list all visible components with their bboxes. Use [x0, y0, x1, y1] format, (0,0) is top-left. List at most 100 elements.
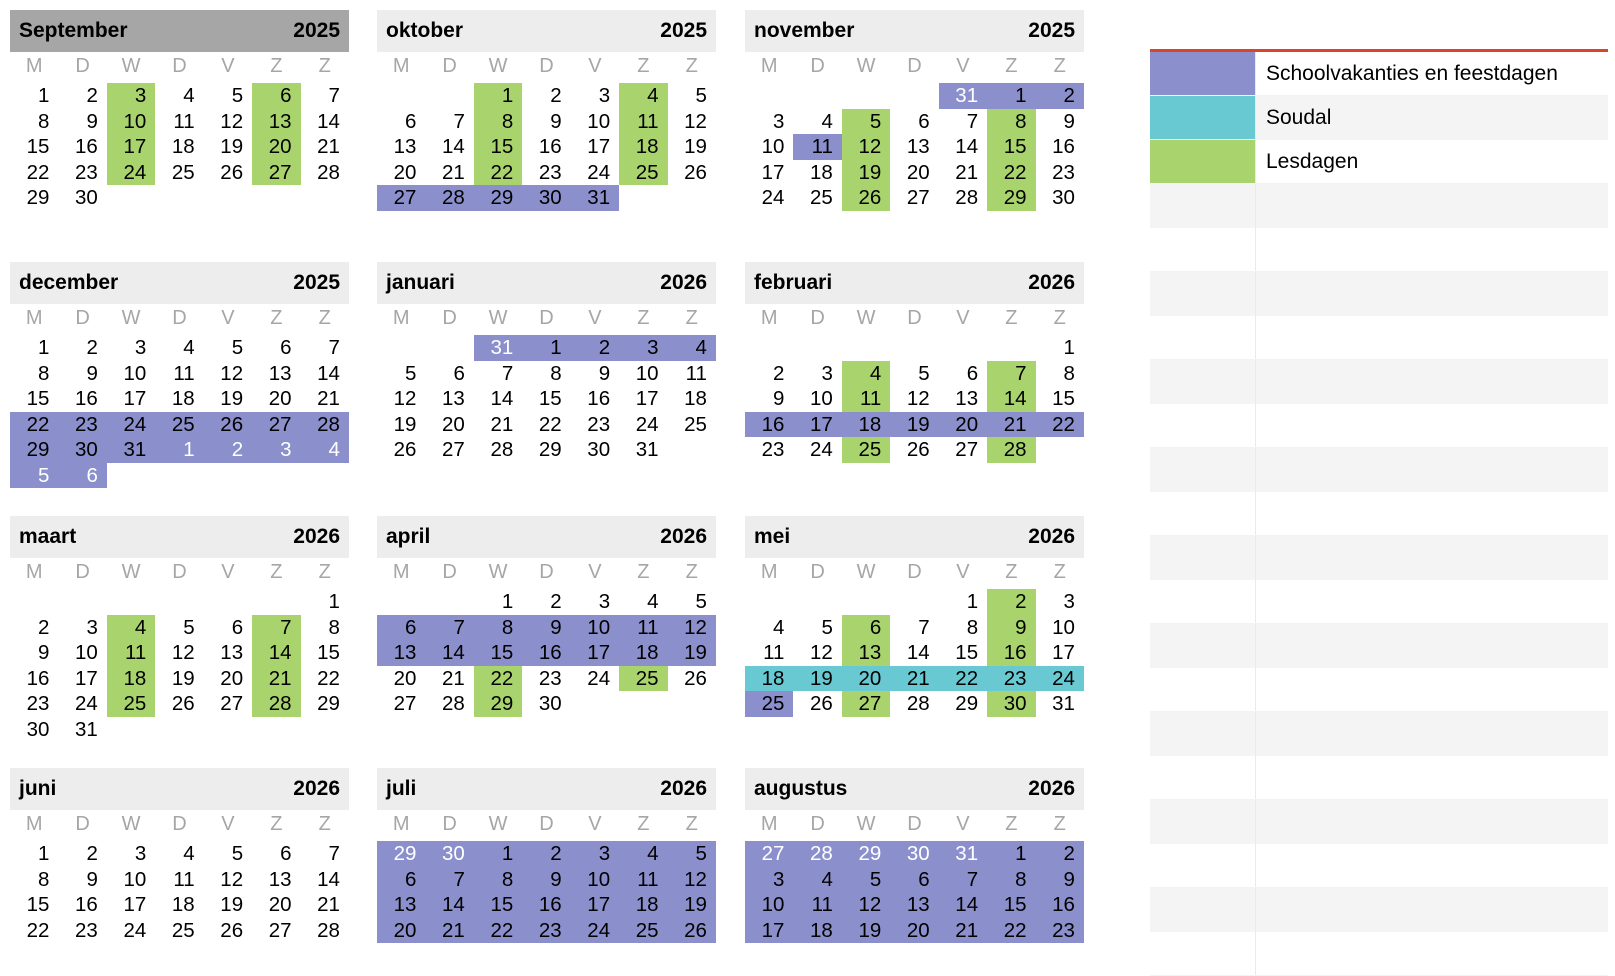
day-cell[interactable]: 19 [793, 665, 842, 691]
day-cell[interactable]: 3 [619, 335, 668, 361]
day-cell[interactable]: 16 [522, 640, 571, 666]
day-cell[interactable]: 7 [425, 866, 474, 892]
month-header[interactable]: mei 2026 [745, 516, 1084, 558]
day-cell[interactable]: 10 [745, 892, 794, 918]
day-cell[interactable]: 5 [695, 84, 707, 107]
day-cell[interactable]: 30 [538, 692, 562, 715]
month-februari[interactable]: februari 2026 M D W D V Z Z 1 2 3 4 5 6 7 8 9 10 11 12 13 14 15… [745, 262, 1084, 463]
day-cell[interactable]: 5 [841, 108, 891, 134]
day-cell[interactable]: 7 [938, 866, 988, 892]
day-cell[interactable]: 25 [619, 665, 668, 691]
month-header[interactable]: maart 2026 [10, 516, 349, 558]
day-cell[interactable]: 26 [684, 666, 707, 690]
day-cell[interactable]: 2 [570, 335, 620, 361]
day-cell[interactable]: 22 [317, 666, 340, 690]
day-cell[interactable]: 18 [684, 387, 707, 410]
day-cell[interactable]: 1 [966, 590, 979, 613]
day-cell[interactable]: 20 [906, 160, 930, 184]
day-cell[interactable]: 13 [220, 641, 244, 664]
day-cell[interactable]: 27 [252, 159, 301, 185]
day-cell[interactable]: 1 [155, 437, 204, 463]
day-cell[interactable]: 12 [667, 866, 716, 892]
day-cell[interactable]: 15 [26, 387, 50, 410]
day-cell[interactable]: 8 [38, 867, 50, 891]
day-cell[interactable]: 8 [38, 361, 50, 385]
day-cell[interactable]: 1 [987, 83, 1036, 109]
day-cell[interactable]: 5 [405, 361, 417, 385]
day-cell[interactable]: 2 [38, 615, 50, 639]
day-cell[interactable]: 21 [490, 412, 514, 436]
day-cell[interactable]: 18 [171, 387, 195, 410]
day-cell[interactable]: 30 [522, 185, 571, 211]
day-cell[interactable]: 24 [810, 438, 833, 461]
day-cell[interactable]: 18 [106, 665, 156, 691]
day-cell[interactable]: 23 [58, 411, 107, 437]
day-cell[interactable]: 7 [453, 109, 465, 133]
day-cell[interactable]: 29 [10, 437, 59, 463]
day-cell[interactable]: 19 [841, 159, 891, 185]
day-cell[interactable]: 20 [220, 666, 244, 690]
day-cell[interactable]: 15 [317, 641, 340, 664]
day-cell[interactable]: 24 [123, 918, 147, 942]
day-cell[interactable]: 5 [183, 615, 195, 639]
day-cell[interactable]: 6 [280, 842, 292, 865]
month-juli[interactable]: juli 2026 M D W D V Z Z 29 30 1 2 3 4 5 6 7 8 9 10 11 12 13 14 15… [377, 768, 716, 943]
day-cell[interactable]: 31 [75, 717, 98, 741]
day-cell[interactable]: 23 [522, 917, 571, 943]
day-cell[interactable]: 2 [86, 842, 98, 865]
day-cell[interactable]: 20 [268, 893, 292, 916]
day-cell[interactable]: 2 [1035, 83, 1084, 109]
day-cell[interactable]: 20 [841, 665, 891, 691]
day-cell[interactable]: 3 [821, 361, 833, 385]
day-cell[interactable]: 30 [890, 841, 939, 867]
day-cell[interactable]: 1 [501, 590, 514, 613]
day-cell[interactable]: 13 [841, 640, 891, 666]
day-cell[interactable]: 20 [393, 666, 417, 690]
day-cell[interactable]: 14 [987, 386, 1036, 412]
day-cell[interactable]: 1 [38, 84, 50, 107]
day-cell[interactable]: 24 [106, 159, 156, 185]
day-cell[interactable]: 2 [1035, 841, 1084, 867]
day-cell[interactable]: 17 [123, 387, 147, 410]
month-mei[interactable]: mei 2026 M D W D V Z Z 1 2 3 4 5 6 7 8 9 10 11 12 13 14 15 16 17 1… [745, 516, 1084, 717]
day-cell[interactable]: 6 [280, 336, 292, 359]
day-cell[interactable]: 5 [231, 84, 244, 107]
day-cell[interactable]: 2 [203, 437, 253, 463]
month-augustus[interactable]: augustus 2026 M D W D V Z Z 27 28 29 30 31 1 2 3 4 5 6 7 8 9 10… [745, 768, 1084, 943]
day-cell[interactable]: 26 [667, 917, 716, 943]
month-header[interactable]: oktober 2025 [377, 10, 716, 52]
day-cell[interactable]: 18 [841, 411, 891, 437]
day-cell[interactable]: 18 [171, 135, 195, 158]
day-cell[interactable]: 22 [473, 159, 523, 185]
day-cell[interactable]: 19 [667, 892, 716, 918]
day-cell[interactable]: 11 [619, 108, 668, 134]
day-cell[interactable]: 25 [841, 437, 891, 463]
month-april[interactable]: april 2026 M D W D V Z Z 1 2 3 4 5 6 7 8 9 10 11 12 13 14 15 16 1… [377, 516, 716, 717]
day-cell[interactable]: 12 [906, 387, 930, 410]
day-cell[interactable]: 21 [987, 411, 1036, 437]
day-cell[interactable]: 11 [793, 892, 842, 918]
day-cell[interactable]: 29 [473, 185, 523, 211]
day-cell[interactable]: 10 [570, 866, 620, 892]
day-cell[interactable]: 24 [761, 186, 785, 209]
day-cell[interactable]: 6 [252, 83, 301, 109]
day-cell[interactable]: 28 [300, 411, 349, 437]
month-header[interactable]: juni 2026 [10, 768, 349, 810]
day-cell[interactable]: 9 [1063, 109, 1075, 133]
day-cell[interactable]: 20 [252, 134, 301, 160]
day-cell[interactable]: 9 [550, 109, 562, 133]
day-cell[interactable]: 21 [955, 160, 979, 184]
day-cell[interactable]: 25 [745, 691, 794, 717]
day-cell[interactable]: 20 [377, 917, 426, 943]
day-cell[interactable]: 22 [987, 159, 1036, 185]
month-header[interactable]: September 2025 [10, 10, 349, 52]
day-cell[interactable]: 8 [473, 108, 523, 134]
day-cell[interactable]: 13 [955, 387, 979, 410]
day-cell[interactable]: 6 [966, 361, 979, 385]
day-cell[interactable]: 28 [317, 160, 340, 184]
day-cell[interactable]: 28 [317, 918, 340, 942]
day-cell[interactable]: 21 [317, 893, 340, 916]
day-cell[interactable]: 11 [173, 361, 195, 385]
day-cell[interactable]: 1 [1063, 336, 1075, 359]
day-cell[interactable]: 30 [987, 691, 1036, 717]
